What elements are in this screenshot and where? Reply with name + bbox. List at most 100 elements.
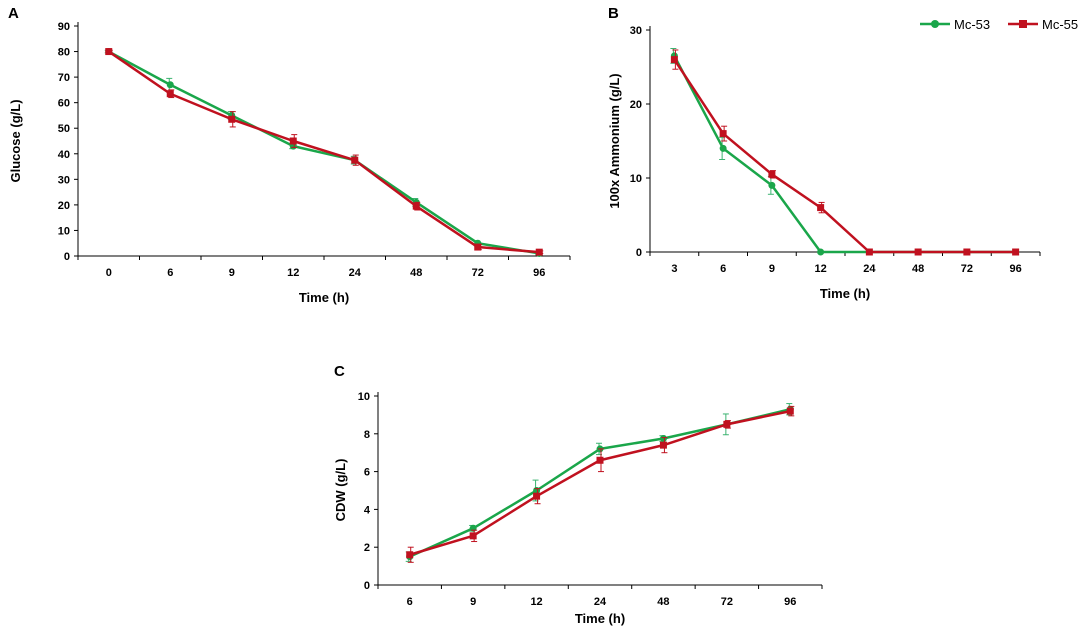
y-axis-title-c: CDW (g/L) [333, 459, 348, 522]
y-tick-label-c: 4 [364, 504, 371, 516]
series-mc55-b [670, 49, 1020, 256]
x-tick-label-c: 72 [721, 596, 733, 608]
chart-panel-b: B 0 10 20 30 3 6 9 12 24 48 72 96 Time (h) 100x Ammoni… [607, 5, 1041, 301]
data-point-mc55 [659, 441, 667, 449]
data-point-mc55 [535, 248, 543, 256]
x-tick-label-b: 6 [720, 263, 726, 275]
data-point-mc55 [719, 130, 727, 138]
y-tick-label-b: 30 [630, 25, 642, 37]
data-point-mc53 [719, 144, 727, 152]
data-point-mc55 [768, 170, 776, 178]
x-tick-label-a: 6 [167, 267, 173, 279]
x-axis-title-b: Time (h) [820, 286, 870, 301]
panel-letter-b: B [608, 5, 619, 22]
x-tick-label-c: 6 [407, 596, 413, 608]
x-axis-title-a: Time (h) [299, 290, 349, 305]
data-point-mc55 [166, 90, 174, 98]
data-point-mc55 [228, 115, 236, 123]
y-axis-title-b: 100x Ammonium (g/L) [607, 73, 622, 208]
y-tick-label-a: 90 [58, 21, 70, 33]
series-mc53-a [104, 48, 543, 257]
y-tick-label-b: 10 [630, 173, 642, 185]
x-tick-label-c: 24 [594, 596, 607, 608]
x-tick-label-c: 12 [530, 596, 542, 608]
y-tick-label-a: 10 [58, 225, 70, 237]
data-point-mc55 [412, 202, 420, 210]
x-tick-label-a: 96 [533, 267, 545, 279]
legend-marker-mc55 [1019, 20, 1027, 28]
data-point-mc53 [817, 248, 825, 256]
series-line-mc53 [409, 408, 791, 558]
series-line-mc55 [409, 409, 791, 556]
x-tick-label-c: 48 [657, 596, 669, 608]
x-tick-label-c: 96 [784, 596, 796, 608]
legend-entry-mc55: Mc-55 [1008, 17, 1078, 32]
y-tick-label-a: 30 [58, 174, 70, 186]
data-point-mc53 [469, 524, 477, 532]
data-point-mc55 [474, 243, 482, 251]
y-tick-label-c: 0 [364, 580, 370, 592]
panel-letter-c: C [334, 363, 345, 380]
y-tick-label-b: 20 [630, 99, 642, 111]
data-point-mc55 [865, 248, 873, 256]
x-tick-label-a: 24 [349, 267, 362, 279]
y-axis-title-a: Glucose (g/L) [8, 99, 23, 182]
x-tick-label-b: 48 [912, 263, 924, 275]
series-line-mc55 [673, 58, 1016, 254]
x-tick-label-a: 48 [410, 267, 422, 279]
series-mc55-a [105, 48, 544, 256]
x-tick-label-a: 0 [106, 267, 112, 279]
y-tick-label-c: 2 [364, 542, 370, 554]
x-tick-label-b: 3 [671, 263, 677, 275]
x-tick-label-b: 12 [815, 263, 827, 275]
data-point-mc55 [406, 551, 414, 559]
data-point-mc55 [670, 56, 678, 64]
data-point-mc55 [1012, 248, 1020, 256]
data-point-mc55 [723, 420, 731, 428]
series-mc55-c [406, 405, 795, 563]
x-tick-label-c: 9 [470, 596, 476, 608]
y-tick-label-a: 20 [58, 200, 70, 212]
x-tick-label-a: 12 [287, 267, 299, 279]
data-point-mc55 [105, 48, 113, 56]
x-tick-label-a: 72 [472, 267, 484, 279]
y-tick-label-c: 6 [364, 467, 370, 479]
y-tick-label-a: 60 [58, 98, 70, 110]
legend-entry-mc53: Mc-53 [920, 17, 990, 32]
data-point-mc55 [469, 532, 477, 540]
x-tick-label-b: 9 [769, 263, 775, 275]
data-point-mc53 [166, 81, 174, 89]
y-tick-label-a: 70 [58, 72, 70, 84]
data-point-mc55 [533, 492, 541, 500]
data-point-mc55 [289, 137, 297, 145]
series-line-mc53 [673, 55, 1016, 254]
legend: Mc-53 Mc-55 [920, 17, 1078, 32]
data-point-mc55 [914, 248, 922, 256]
x-tick-label-b: 24 [863, 263, 876, 275]
legend-marker-mc53 [931, 20, 939, 28]
data-point-mc55 [963, 248, 971, 256]
legend-label-mc55: Mc-55 [1042, 17, 1078, 32]
y-tick-label-a: 40 [58, 149, 70, 161]
data-point-mc55 [786, 407, 794, 415]
y-tick-label-a: 80 [58, 47, 70, 59]
data-point-mc53 [768, 181, 776, 189]
legend-label-mc53: Mc-53 [954, 17, 990, 32]
series-line-mc55 [108, 50, 540, 254]
y-tick-label-a: 0 [64, 251, 70, 263]
panel-letter-a: A [8, 5, 19, 22]
y-tick-label-a: 50 [58, 123, 70, 135]
series-mc53-b [670, 48, 1020, 256]
x-axis-title-c: Time (h) [575, 611, 625, 626]
data-point-mc55 [351, 156, 359, 164]
x-tick-label-a: 9 [229, 267, 235, 279]
series-line-mc53 [108, 50, 540, 255]
x-tick-label-b: 72 [961, 263, 973, 275]
data-point-mc55 [596, 456, 604, 464]
data-point-mc53 [659, 435, 667, 443]
y-tick-label-c: 8 [364, 429, 370, 441]
y-tick-label-c: 10 [358, 391, 370, 403]
chart-panel-a: A 0 10 20 30 40 50 60 70 80 90 0 6 9 12 24 48 72 96 Time (h… [8, 5, 571, 305]
